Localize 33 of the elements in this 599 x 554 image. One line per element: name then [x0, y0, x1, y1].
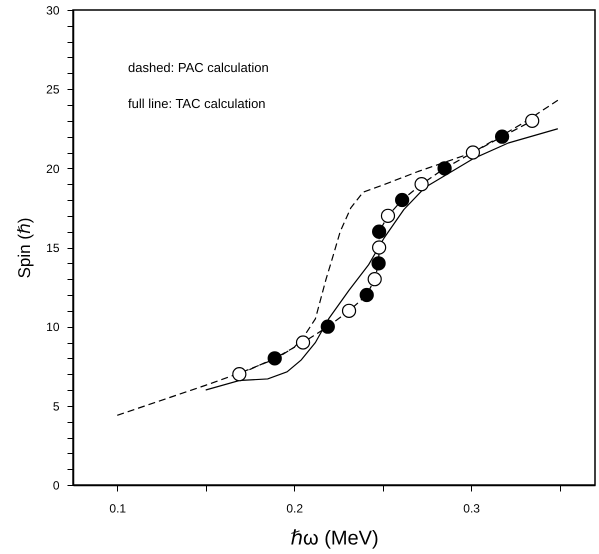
- y-tick-label: 5: [52, 399, 60, 414]
- point: [360, 288, 374, 302]
- x-tick-label: 0.2: [286, 502, 304, 516]
- point: [372, 240, 386, 255]
- point: [380, 208, 396, 223]
- point: [395, 192, 410, 208]
- point: [371, 256, 386, 270]
- point: [268, 351, 282, 366]
- point: [232, 367, 246, 382]
- point: [372, 224, 386, 239]
- x-tick-label: 0.3: [463, 502, 480, 516]
- y-tick-label: 0: [52, 478, 60, 492]
- y-tick-label: 20: [46, 162, 60, 176]
- y-tick-label: 30: [46, 4, 60, 18]
- y-tick-label: 25: [46, 82, 60, 97]
- point: [414, 177, 429, 192]
- x-tick-label: 0.1: [109, 502, 126, 516]
- y-tick-label: 15: [46, 241, 60, 255]
- point: [296, 335, 310, 350]
- x-axis-title: ℏω (MeV): [290, 528, 379, 550]
- point: [368, 272, 382, 286]
- y-tick-label: 10: [46, 320, 60, 334]
- point: [437, 161, 452, 176]
- point: [466, 145, 480, 160]
- point: [494, 130, 510, 144]
- annotation: full line: TAC calculation: [128, 96, 266, 111]
- line-series: [205, 128, 558, 391]
- line-series: [116, 100, 558, 416]
- point: [525, 114, 540, 128]
- y-axis-title: Spin (ℏ): [15, 218, 34, 278]
- annotation: dashed: PAC calculation: [128, 60, 269, 75]
- point: [320, 320, 335, 334]
- point: [342, 304, 356, 318]
